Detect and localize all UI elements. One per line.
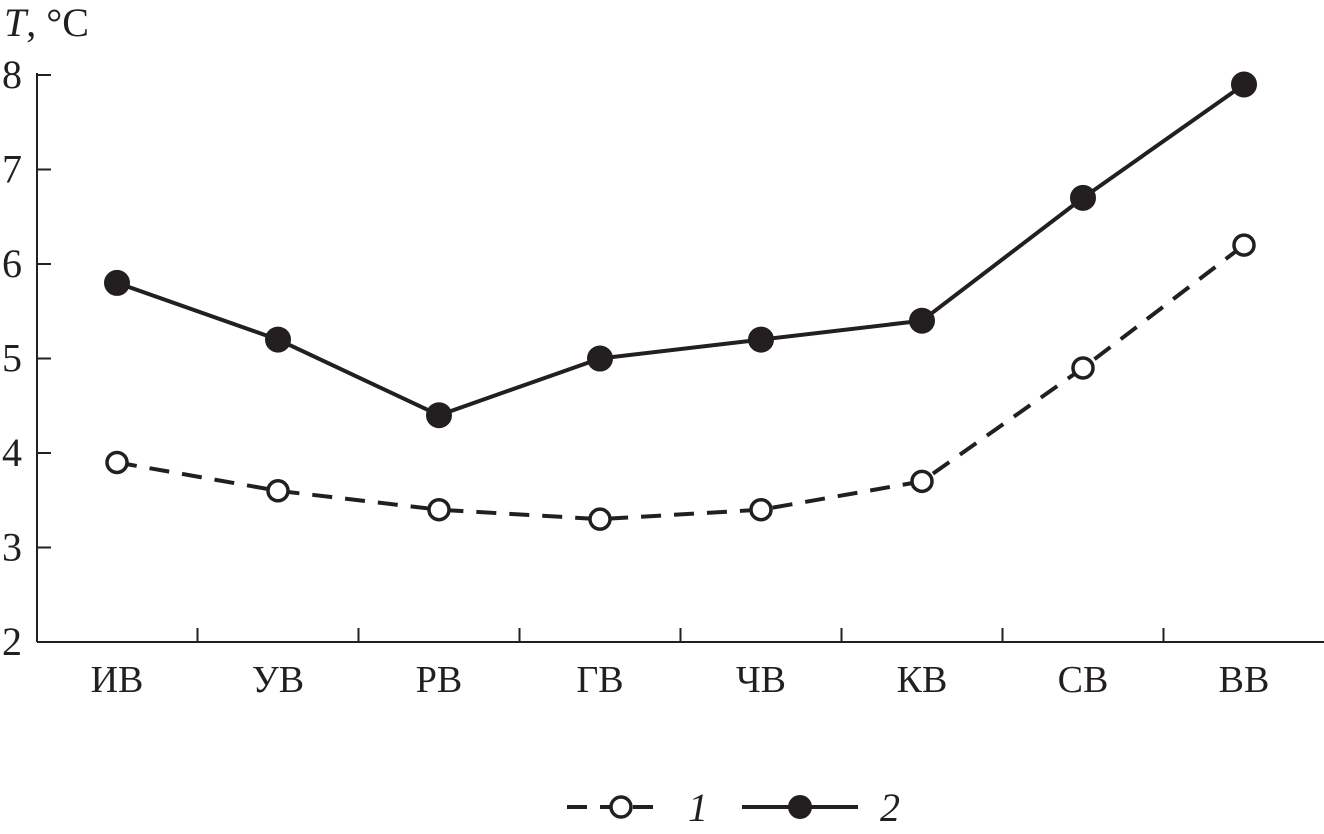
x-category-label: ИВ [91, 659, 144, 701]
y-axis-label-unit: , °C [26, 0, 89, 45]
series-1 [105, 233, 1256, 531]
x-category-label: ГВ [576, 659, 623, 701]
y-tick-label: 6 [2, 241, 22, 286]
data-point [1070, 184, 1096, 211]
y-tick-label: 3 [2, 525, 22, 570]
x-category-label: РВ [416, 659, 462, 701]
y-tick-label: 4 [2, 430, 22, 475]
x-category-label: КВ [897, 659, 948, 701]
legend-entry-2: 2 [742, 785, 900, 830]
y-axis-label: T, °C [4, 0, 89, 45]
data-point [748, 326, 774, 353]
x-category-label: ЧВ [736, 659, 786, 701]
legend-label: 2 [880, 785, 900, 830]
data-point [1232, 233, 1256, 257]
y-axis-label-variable: T [4, 0, 29, 45]
legend-marker [609, 795, 633, 819]
data-point [265, 326, 291, 353]
data-point [105, 450, 129, 475]
y-tick-label: 5 [2, 336, 22, 381]
data-point [1231, 71, 1257, 98]
y-tick-label: 7 [2, 147, 22, 192]
x-category-label: СВ [1058, 659, 1109, 701]
data-point [104, 269, 130, 296]
data-point [266, 479, 290, 503]
legend-entry-1: 1 [567, 785, 708, 830]
series-line [116, 243, 1246, 522]
x-category-label: ВВ [1219, 659, 1270, 701]
data-point [910, 469, 934, 494]
data-point [1071, 356, 1095, 380]
data-point [426, 402, 452, 429]
series-2 [104, 71, 1257, 429]
x-category-label: УВ [252, 659, 304, 701]
data-point [588, 507, 612, 531]
data-point [749, 497, 773, 522]
y-tick-label: 8 [2, 52, 22, 97]
data-point [587, 345, 613, 372]
y-tick-label: 2 [2, 619, 22, 664]
axes: 2 3 4 5 6 7 8 ИВ УВ РВ ГВ ЧВ КВ СВ ВВ [2, 52, 1324, 701]
data-point [909, 307, 935, 334]
data-point [427, 497, 451, 522]
legend-label: 1 [688, 785, 708, 830]
series-line [116, 82, 1246, 418]
legend-marker [788, 795, 812, 819]
series-layer [104, 71, 1257, 531]
